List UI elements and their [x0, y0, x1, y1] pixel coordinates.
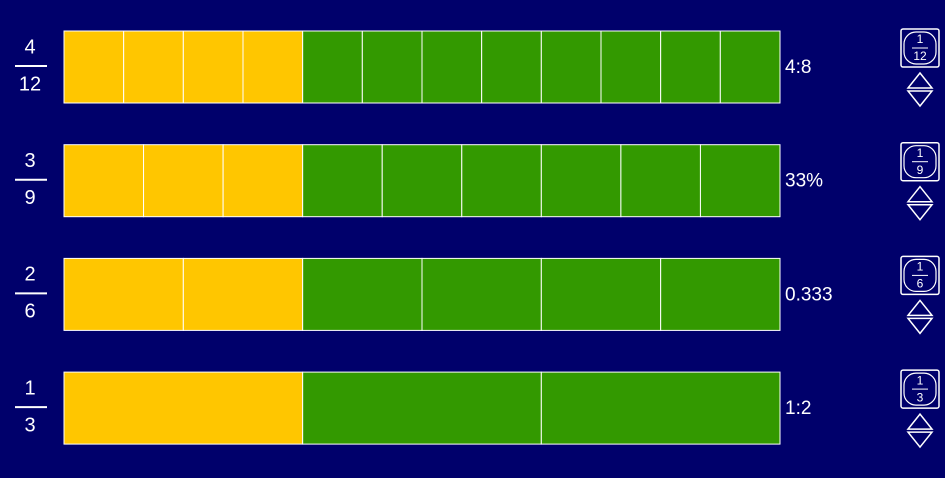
bar-cell[interactable] [302, 371, 542, 445]
bar-cell[interactable] [540, 144, 622, 218]
numerator: 3 [24, 150, 35, 172]
fraction-row: 4 12 4:8 1 12 [15, 28, 940, 108]
bar-cell[interactable] [481, 30, 542, 104]
bar-cell[interactable] [361, 30, 423, 104]
bar-cell[interactable] [699, 144, 781, 218]
fraction-row: 2 6 0.333 1 6 [15, 255, 940, 335]
unit-button[interactable] [900, 28, 940, 68]
down-arrow[interactable] [906, 90, 934, 108]
unit-numerator: 1 [917, 146, 924, 160]
bar-cell[interactable] [222, 144, 304, 218]
up-arrow[interactable] [906, 299, 934, 317]
bar-cell[interactable] [660, 257, 781, 331]
bar-cell[interactable] [302, 257, 423, 331]
bar-cell[interactable] [421, 257, 542, 331]
down-arrow[interactable] [906, 203, 934, 221]
denominator: 9 [24, 187, 35, 209]
unit-button[interactable] [900, 255, 940, 296]
bar-cell[interactable] [242, 30, 304, 104]
denominator: 6 [24, 301, 35, 323]
unit-numerator: 1 [917, 373, 924, 387]
bar-cell[interactable] [660, 30, 721, 104]
unit-numerator: 1 [917, 260, 924, 274]
unit-denominator: 12 [913, 49, 927, 63]
bar-cell[interactable] [63, 144, 145, 218]
unit-button[interactable] [900, 141, 940, 182]
bar-cell[interactable] [302, 144, 383, 218]
down-arrow[interactable] [906, 431, 934, 449]
ratio-label: 0.333 [785, 284, 833, 305]
unit-button-inner [903, 258, 937, 292]
bar-cell[interactable] [143, 144, 224, 218]
unit-button-inner [903, 372, 937, 406]
bar-cell[interactable] [620, 144, 701, 218]
bar-cell[interactable] [421, 30, 483, 104]
numerator: 1 [24, 377, 35, 399]
bar-cell[interactable] [540, 30, 602, 104]
ratio-label: 33% [785, 171, 823, 192]
numerator: 4 [24, 36, 35, 58]
up-arrow[interactable] [906, 71, 934, 89]
unit-denominator: 6 [917, 277, 924, 291]
unit-button-inner [903, 31, 937, 65]
bar-cell[interactable] [63, 257, 184, 331]
up-arrow[interactable] [906, 412, 934, 430]
fraction-row: 1 3 1:2 1 3 [15, 369, 940, 449]
denominator: 3 [24, 414, 35, 436]
bar-cell[interactable] [182, 257, 304, 331]
bar-cell[interactable] [600, 30, 662, 104]
ratio-label: 1:2 [785, 398, 811, 419]
fraction-row: 3 9 33% 1 9 [15, 141, 940, 221]
bar-cell[interactable] [63, 371, 304, 445]
bar-cell[interactable] [63, 30, 125, 104]
bar-cell[interactable] [302, 30, 363, 104]
numerator: 2 [24, 264, 35, 286]
unit-button-inner [903, 145, 937, 179]
bar-cell[interactable] [182, 30, 244, 104]
down-arrow[interactable] [906, 317, 934, 335]
bar-cell[interactable] [540, 371, 781, 445]
bar-cell[interactable] [461, 144, 542, 218]
denominator: 12 [19, 73, 41, 95]
unit-denominator: 3 [917, 390, 924, 404]
unit-denominator: 9 [917, 163, 924, 177]
ratio-label: 4:8 [785, 57, 811, 78]
unit-numerator: 1 [917, 32, 924, 46]
bar-cell[interactable] [381, 144, 463, 218]
bar-cell[interactable] [123, 30, 184, 104]
bar-cell[interactable] [540, 257, 662, 331]
bar-cell[interactable] [719, 30, 781, 104]
unit-button[interactable] [900, 369, 940, 409]
up-arrow[interactable] [906, 185, 934, 203]
